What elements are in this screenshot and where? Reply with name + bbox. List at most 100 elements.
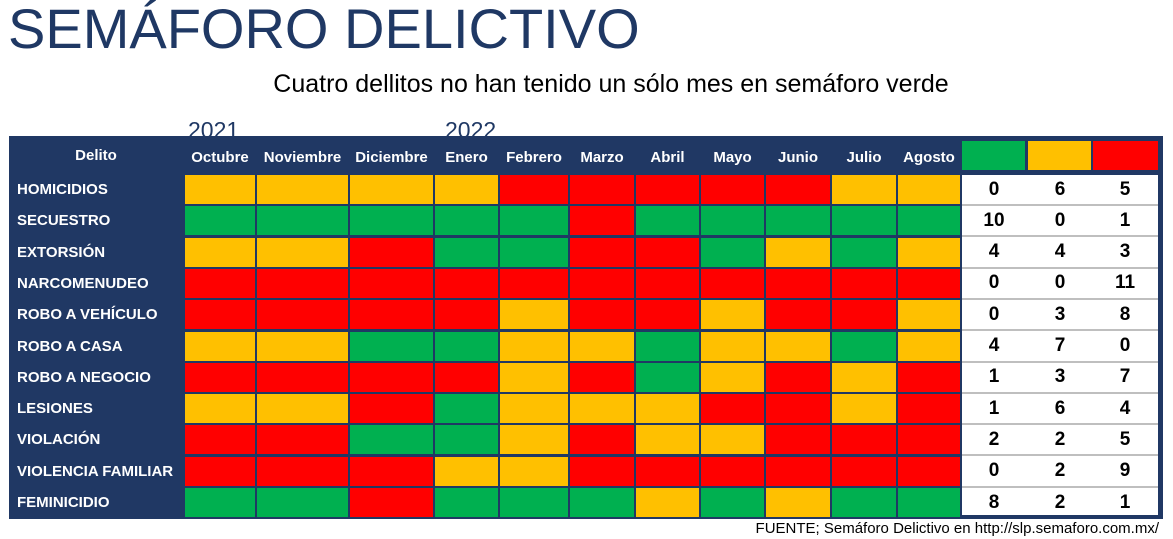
status-cell — [500, 362, 568, 392]
status-cell — [898, 456, 960, 486]
summary-red-count: 1 — [1119, 209, 1131, 231]
status-cell — [435, 300, 498, 330]
row-label: ROBO A VEHÍCULO — [17, 306, 158, 324]
status-cell — [350, 362, 433, 392]
status-cell — [500, 425, 568, 455]
summary-yellow-count: 6 — [1054, 178, 1066, 200]
status-cell — [636, 456, 699, 486]
summary-red-count: 5 — [1119, 178, 1131, 200]
status-cell — [185, 268, 255, 298]
status-cell — [832, 331, 896, 361]
summary-panel — [962, 175, 1158, 515]
status-cell — [766, 237, 830, 267]
status-cell — [636, 300, 699, 330]
row-label: ROBO A CASA — [17, 337, 123, 355]
row-divider — [962, 235, 1158, 238]
summary-green-count: 0 — [988, 272, 1000, 294]
row-divider — [962, 423, 1158, 426]
summary-yellow-count: 3 — [1054, 366, 1066, 388]
summary-red-count: 4 — [1119, 397, 1131, 419]
status-cell — [350, 331, 433, 361]
status-cell — [500, 331, 568, 361]
row-divider — [962, 297, 1158, 300]
month-header: Mayo — [713, 148, 752, 166]
month-header: Enero — [445, 148, 488, 166]
status-cell — [435, 362, 498, 392]
status-cell — [832, 175, 896, 204]
status-cell — [701, 206, 764, 236]
status-cell — [766, 268, 830, 298]
row-divider — [962, 329, 1158, 332]
status-cell — [570, 268, 634, 298]
row-divider — [962, 266, 1158, 269]
status-cell — [500, 300, 568, 330]
status-cell — [701, 175, 764, 204]
status-cell — [350, 425, 433, 455]
status-cell — [257, 175, 348, 204]
status-cell — [766, 300, 830, 330]
status-cell — [701, 268, 764, 298]
status-cell — [898, 394, 960, 424]
status-cell — [832, 268, 896, 298]
status-cell — [832, 206, 896, 236]
traffic-light-table: Delito Octubre Noviembre Diciembre Enero Feb… — [9, 136, 1163, 519]
row-label: VIOLACIÓN — [17, 431, 101, 449]
status-cell — [257, 206, 348, 236]
row-divider — [962, 360, 1158, 363]
row-label: HOMICIDIOS — [17, 181, 108, 198]
status-cell — [701, 456, 764, 486]
status-cell — [500, 237, 568, 267]
status-cell — [832, 394, 896, 424]
status-cell — [570, 394, 634, 424]
status-cell — [570, 237, 634, 267]
summary-green-count: 0 — [988, 178, 1000, 200]
status-cell — [350, 488, 433, 517]
status-cell — [185, 237, 255, 267]
summary-green-swatch — [962, 141, 1025, 170]
summary-green-count: 4 — [988, 335, 1000, 356]
summary-green-count: 0 — [988, 303, 1000, 325]
status-cell — [570, 206, 634, 236]
row-label: NARCOMENUDEO — [17, 274, 149, 292]
status-cell — [257, 362, 348, 392]
status-cell — [435, 456, 498, 486]
status-cell — [898, 300, 960, 330]
summary-red-count: 11 — [1114, 272, 1136, 294]
status-cell — [570, 362, 634, 392]
row-label: LESIONES — [17, 400, 93, 418]
summary-yellow-swatch — [1028, 141, 1091, 170]
status-cell — [350, 394, 433, 424]
status-cell — [500, 175, 568, 204]
status-cell — [636, 425, 699, 455]
status-cell — [832, 425, 896, 455]
status-cell — [832, 456, 896, 486]
row-label: SECUESTRO — [17, 212, 111, 230]
status-cell — [350, 237, 433, 267]
month-header: Marzo — [580, 148, 624, 166]
status-cell — [185, 300, 255, 330]
status-cell — [636, 331, 699, 361]
row-divider — [962, 485, 1158, 488]
month-header: Julio — [846, 148, 882, 166]
status-cell — [350, 300, 433, 330]
status-cell — [766, 394, 830, 424]
row-label: ROBO A NEGOCIO — [17, 368, 151, 386]
summary-green-count: 0 — [988, 460, 1000, 482]
summary-yellow-count: 0 — [1054, 209, 1066, 231]
status-cell — [636, 362, 699, 392]
status-cell — [257, 456, 348, 486]
status-cell — [185, 206, 255, 236]
summary-green-count: 4 — [988, 241, 1000, 263]
status-cell — [350, 268, 433, 298]
status-cell — [185, 175, 255, 204]
status-cell — [636, 268, 699, 298]
status-cell — [898, 206, 960, 236]
status-cell — [898, 331, 960, 361]
status-cell — [898, 362, 960, 392]
row-divider — [962, 391, 1158, 394]
status-cell — [185, 362, 255, 392]
month-header: Octubre — [191, 148, 249, 166]
status-cell — [435, 488, 498, 517]
status-cell — [898, 425, 960, 455]
chart-title: SEMÁFORO DELICTIVO — [8, 0, 640, 60]
